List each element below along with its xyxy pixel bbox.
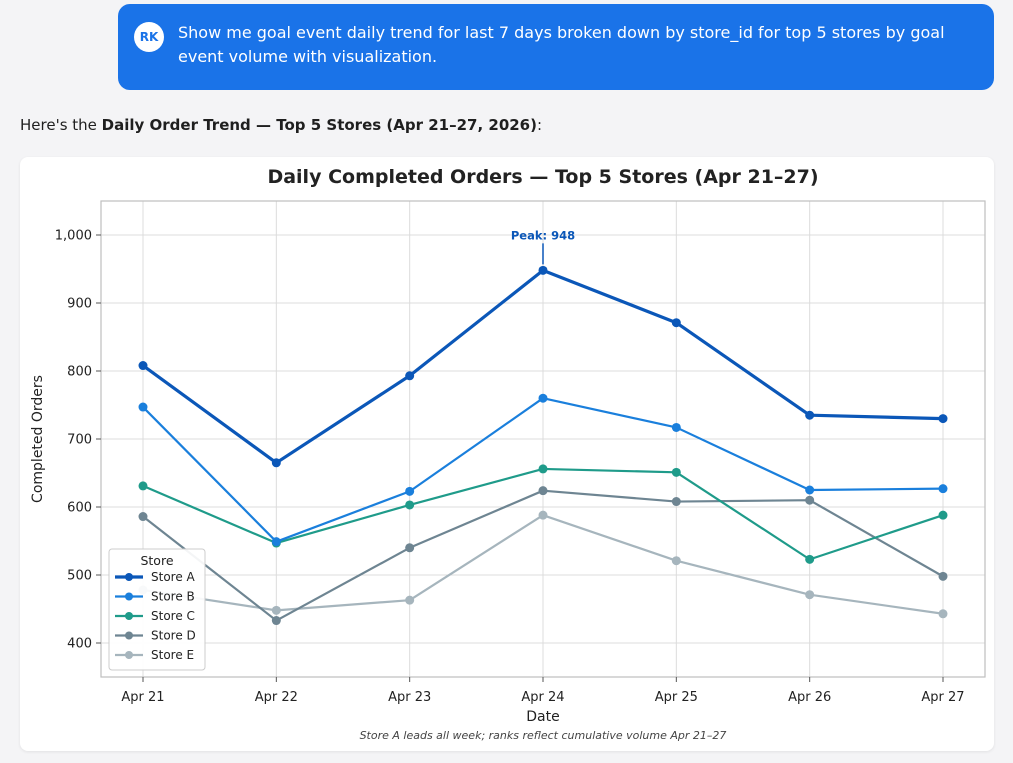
legend[interactable]: Store Store A Store B Store C Store D Store E [108,548,206,671]
legend-item-store-a[interactable]: Store A [115,570,196,584]
x-tick-label: Apr 23 [388,690,431,705]
data-point [538,265,548,275]
legend-swatch-marker [125,573,133,581]
x-tick-label: Apr 25 [655,690,698,705]
x-tick-label: Apr 24 [521,690,564,705]
data-point [671,422,681,432]
series-store-e [138,510,948,619]
legend-label: Store C [151,609,195,623]
data-point [138,481,148,491]
data-point [938,571,948,581]
data-point [138,361,148,371]
x-tick-label: Apr 27 [921,690,964,705]
grid [101,201,985,677]
data-point [938,510,948,520]
data-point [538,464,548,474]
user-avatar: RK [134,22,164,52]
data-point [805,410,815,420]
legend-label: Store E [151,648,194,662]
data-point [805,590,815,600]
chart-footnote: Store A leads all week; ranks reflect cu… [360,729,727,742]
user-message-bubble: RK Show me goal event daily trend for la… [118,4,994,90]
series-lines [138,265,948,626]
legend-item-store-e[interactable]: Store E [115,648,194,662]
y-tick-label: 400 [67,637,92,652]
peak-annotation: Peak: 948 [511,228,575,265]
assistant-intro: Here's the Daily Order Trend — Top 5 Sto… [20,116,542,134]
x-tick-label: Apr 22 [255,690,298,705]
line-chart: Daily Completed Orders — Top 5 Stores (A… [30,166,986,742]
series-store-b [138,393,948,547]
data-point [405,595,415,605]
y-tick-label: 700 [67,433,92,448]
data-point [671,318,681,328]
data-point [538,510,548,520]
user-message-text: Show me goal event daily trend for last … [178,23,945,66]
series-store-a [138,265,948,468]
legend-swatch-marker [125,592,133,601]
legend-item-store-b[interactable]: Store B [115,590,195,604]
legend-title: Store [140,553,173,568]
data-point [138,402,148,412]
legend-swatch-marker [125,631,133,640]
y-tick-label: 1,000 [55,229,92,244]
data-point [405,543,415,553]
assistant-intro-suffix: : [536,116,543,134]
data-point [671,497,681,507]
y-tick-label: 500 [67,569,92,584]
axis-ticks: Apr 21 Apr 22 Apr 23 Apr 24 Apr 25 Apr 26 Apr … [55,229,965,706]
annotation-label: Peak: 948 [511,228,575,242]
legend-swatch-marker [125,651,133,659]
x-axis-label: Date [526,709,559,725]
x-tick-label: Apr 26 [788,690,831,705]
y-tick-label: 600 [67,501,92,516]
y-tick-label: 900 [67,297,92,312]
assistant-intro-prefix: Here's the [20,116,102,134]
data-point [805,485,815,495]
y-tick-label: 800 [67,365,92,380]
data-point [138,512,148,522]
chart-card: Daily Completed Orders — Top 5 Stores (A… [20,157,994,751]
chart-title: Daily Completed Orders — Top 5 Stores (A… [267,166,818,188]
data-point [538,393,548,403]
legend-label: Store A [151,570,196,584]
data-point [271,616,281,626]
data-point [938,609,948,619]
data-point [405,486,415,496]
data-point [671,556,681,566]
y-axis-label: Completed Orders [30,375,46,503]
legend-item-store-d[interactable]: Store D [115,629,196,643]
series-store-d [138,486,948,626]
data-point [805,554,815,564]
data-point [271,458,281,468]
data-point [538,486,548,496]
data-point [271,537,281,547]
x-tick-label: Apr 21 [121,690,164,705]
legend-swatch-marker [125,612,133,620]
legend-item-store-c[interactable]: Store C [115,609,195,623]
legend-label: Store B [151,590,195,604]
data-point [671,467,681,477]
data-point [938,414,948,424]
data-point [405,371,415,381]
data-point [805,495,815,505]
data-point [271,605,281,615]
legend-label: Store D [151,629,196,643]
legend-box [108,548,206,671]
assistant-intro-bold: Daily Order Trend — Top 5 Stores (Apr 21… [101,116,537,134]
data-point [405,500,415,510]
data-point [938,484,948,494]
